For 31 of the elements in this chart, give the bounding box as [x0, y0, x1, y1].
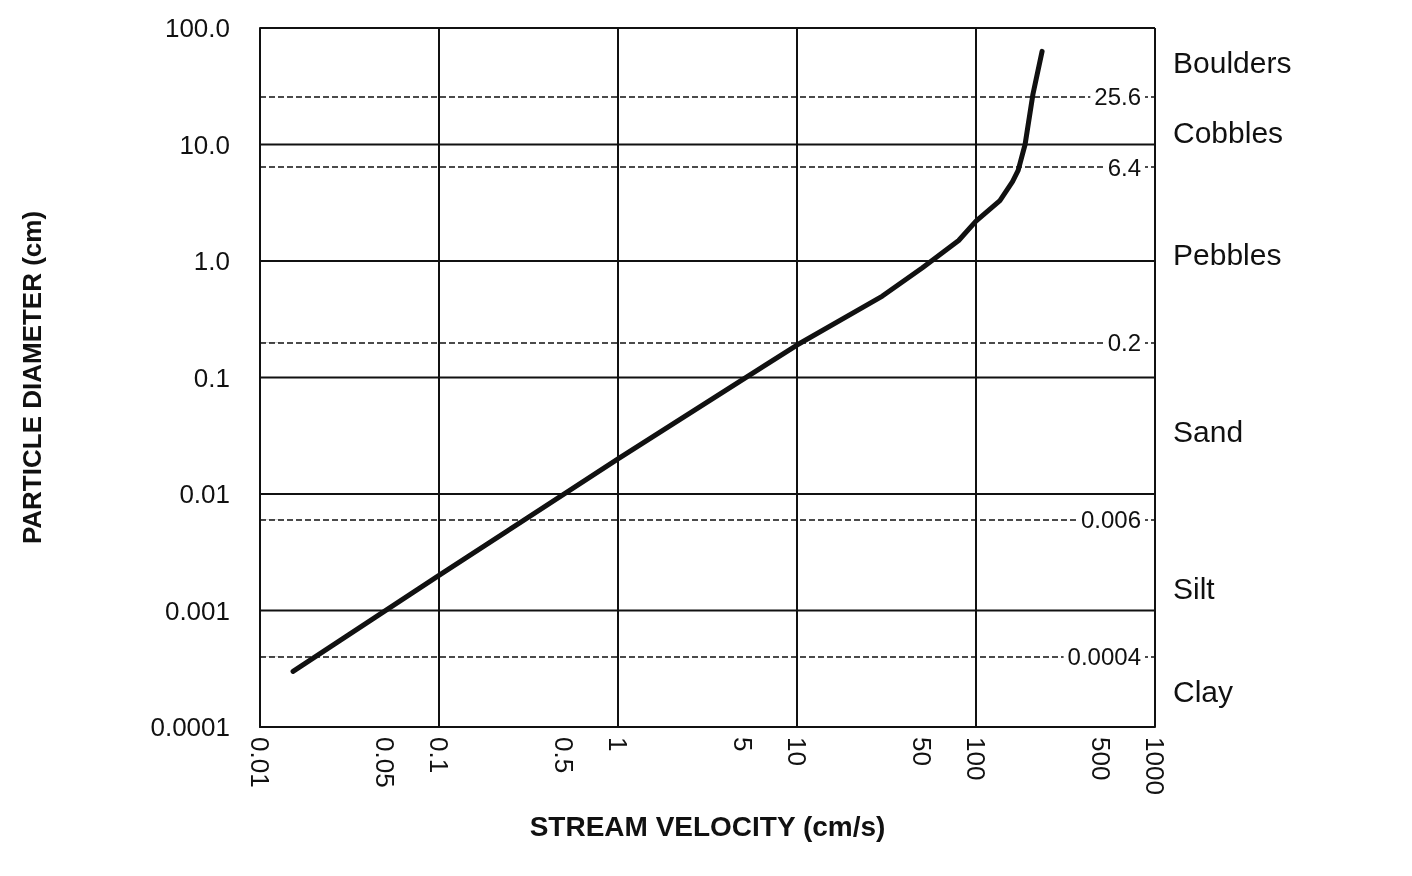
band-label: Cobbles [1173, 115, 1284, 149]
y-tick-label: 10.0 [179, 129, 230, 160]
y-tick-label: 0.001 [164, 595, 230, 626]
x-tick-label: 1 [603, 737, 633, 752]
band-label: Silt [1173, 571, 1216, 605]
x-tick-label: 5 [728, 737, 759, 752]
x-tick-label: 1000 [1140, 737, 1170, 795]
y-tick-label: 0.1 [193, 362, 230, 393]
y-tick-label: 0.0001 [150, 712, 230, 742]
ref-line-label: 0.006 [1080, 506, 1141, 534]
y-tick-label: 100.0 [164, 13, 230, 43]
x-tick-label: 10 [782, 737, 812, 766]
x-tick-label: 0.05 [370, 737, 401, 788]
x-tick-label: 0.5 [549, 737, 580, 774]
x-axis-title: STREAM VELOCITY (cm/s) [529, 810, 886, 842]
x-tick-label: 0.1 [424, 737, 454, 774]
band-label: Clay [1173, 675, 1234, 709]
ref-line-label: 0.0004 [1067, 643, 1141, 671]
ref-line-label: 6.4 [1107, 153, 1141, 181]
ref-line-label: 0.2 [1107, 328, 1141, 356]
x-tick-label: 50 [907, 737, 938, 766]
x-tick-label: 100 [961, 737, 991, 781]
x-tick-label: 0.01 [245, 737, 275, 788]
band-label: Pebbles [1173, 238, 1282, 272]
band-label: Sand [1173, 414, 1244, 448]
y-axis-title: PARTICLE DIAMETER (cm) [17, 210, 47, 545]
x-tick-label: 500 [1086, 737, 1117, 781]
ref-line-label: 25.6 [1094, 83, 1141, 111]
y-tick-label: 1.0 [193, 246, 230, 276]
y-tick-label: 0.01 [179, 479, 230, 509]
band-label: Boulders [1173, 45, 1292, 79]
